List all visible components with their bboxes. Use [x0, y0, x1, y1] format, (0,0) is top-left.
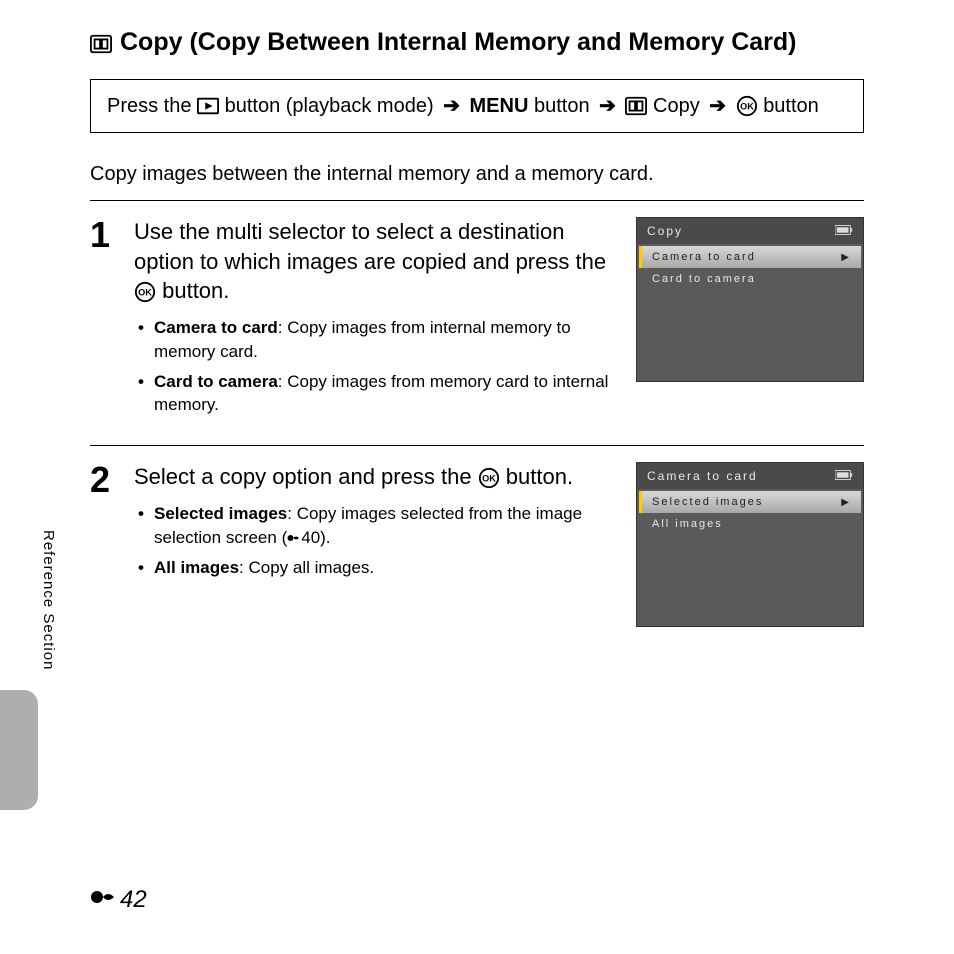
divider — [90, 445, 864, 446]
manual-page: Reference Section Copy (Copy Between Int… — [0, 0, 954, 954]
menu-item-label: Camera to card — [652, 251, 756, 263]
menu-item: Card to camera — [639, 268, 863, 290]
bc-button2: button — [763, 95, 819, 117]
bc-press: Press the — [107, 95, 191, 117]
bc-menu: MENU — [470, 95, 529, 117]
svg-text:OK: OK — [740, 102, 754, 112]
menu-item-label: All images — [652, 518, 723, 530]
step-screenshot: Camera to card Selected images ▶ All images — [636, 462, 864, 627]
bullet-ref: 40). — [301, 528, 330, 547]
bc-playback: button (playback mode) — [225, 95, 434, 117]
page-number: 42 — [90, 886, 147, 914]
divider — [90, 200, 864, 201]
copy-icon — [90, 28, 112, 57]
step: 2 Select a copy option and press the OK b… — [90, 456, 864, 641]
page-number-value: 42 — [120, 886, 147, 914]
screen-title: Camera to card — [647, 469, 758, 483]
bullet-item: Camera to card: Copy images from interna… — [138, 316, 618, 364]
bc-copy: Copy — [653, 95, 700, 117]
menu-arrow-icon: ▶ — [841, 252, 851, 263]
bullet-label: All images — [154, 558, 239, 577]
bullet-label: Camera to card — [154, 318, 278, 337]
bullet-label: Card to camera — [154, 372, 278, 391]
screen-header: Camera to card — [637, 463, 863, 489]
bullet-item: Card to camera: Copy images from memory … — [138, 370, 618, 418]
screen-title: Copy — [647, 224, 683, 238]
arrow-icon: ➔ — [705, 95, 730, 117]
menu-item-label: Card to camera — [652, 273, 756, 285]
bc-button1: button — [534, 95, 590, 117]
camera-screen: Copy Camera to card ▶ Card to camera — [636, 217, 864, 382]
step-number: 2 — [90, 462, 120, 627]
reference-icon — [90, 886, 118, 914]
battery-icon — [835, 224, 853, 238]
ok-icon: OK — [478, 464, 500, 489]
playback-icon — [197, 95, 225, 117]
screen-body: Camera to card ▶ Card to camera — [637, 244, 863, 290]
step-screenshot: Copy Camera to card ▶ Card to camera — [636, 217, 864, 423]
intro-text: Copy images between the internal memory … — [90, 163, 864, 186]
ok-icon: OK — [736, 95, 764, 117]
menu-arrow-icon: ▶ — [841, 497, 851, 508]
copy-icon — [625, 95, 653, 117]
bullet-list: Camera to card: Copy images from interna… — [134, 316, 622, 417]
menu-item: Camera to card ▶ — [639, 246, 861, 268]
menu-item: All images — [639, 513, 863, 535]
screen-body: Selected images ▶ All images — [637, 489, 863, 535]
step-number: 1 — [90, 217, 120, 423]
bullet-item: Selected images: Copy images selected fr… — [138, 502, 618, 550]
bullet-label: Selected images — [154, 504, 287, 523]
title-text: Copy (Copy Between Internal Memory and M… — [120, 28, 797, 57]
menu-item-label: Selected images — [652, 496, 763, 508]
side-tab — [0, 690, 38, 810]
camera-screen: Camera to card Selected images ▶ All images — [636, 462, 864, 627]
step-body: Use the multi selector to select a desti… — [134, 217, 622, 423]
arrow-icon: ➔ — [595, 95, 620, 117]
step-body: Select a copy option and press the OK bu… — [134, 462, 622, 627]
page-title: Copy (Copy Between Internal Memory and M… — [90, 28, 864, 57]
bullet-desc: : Copy all images. — [239, 558, 374, 577]
step: 1Use the multi selector to select a dest… — [90, 211, 864, 437]
side-label: Reference Section — [40, 530, 57, 670]
arrow-icon: ➔ — [439, 95, 464, 117]
breadcrumb-box: Press the button (playback mode) ➔ MENU … — [90, 79, 864, 133]
ok-icon: OK — [134, 278, 156, 303]
menu-item: Selected images ▶ — [639, 491, 861, 513]
svg-text:OK: OK — [138, 288, 152, 298]
svg-text:OK: OK — [482, 474, 496, 484]
battery-icon — [835, 469, 853, 483]
screen-header: Copy — [637, 218, 863, 244]
reference-icon — [287, 528, 301, 547]
bullet-list: Selected images: Copy images selected fr… — [134, 502, 622, 579]
step-instruction: Select a copy option and press the OK bu… — [134, 462, 622, 492]
step-instruction: Use the multi selector to select a desti… — [134, 217, 622, 306]
bullet-item: All images: Copy all images. — [138, 556, 618, 580]
